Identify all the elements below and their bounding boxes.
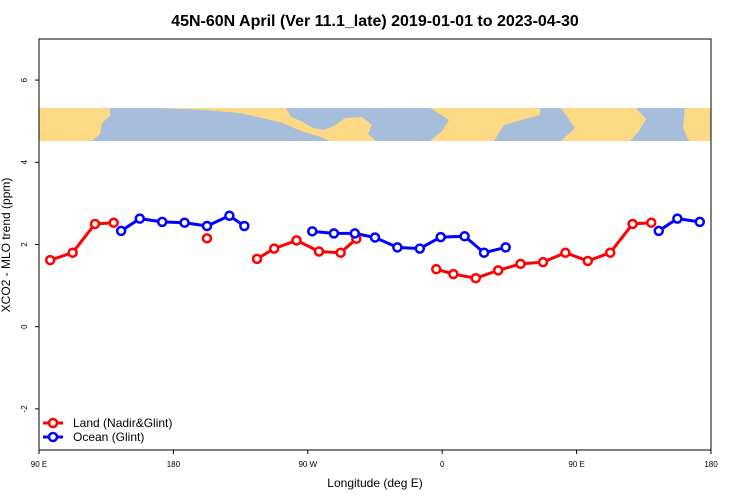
data-point bbox=[335, 247, 346, 258]
data-point bbox=[392, 242, 403, 253]
data-point bbox=[414, 243, 426, 254]
legend: Land (Nadir&Glint) Ocean (Glint) bbox=[43, 416, 172, 444]
legend-label-land: Land (Nadir&Glint) bbox=[73, 416, 172, 430]
legend-label-ocean: Ocean (Glint) bbox=[73, 430, 144, 444]
legend-marker-land bbox=[47, 417, 59, 429]
map-land-shape bbox=[160, 108, 376, 141]
map-land-shape bbox=[561, 108, 646, 141]
data-point bbox=[672, 213, 683, 224]
series-layer bbox=[44, 210, 706, 284]
y-tick-label: 2 bbox=[20, 242, 29, 247]
x-tick-label: 180 bbox=[167, 460, 181, 469]
data-point bbox=[134, 213, 146, 224]
x-tick-label: 90 E bbox=[31, 460, 47, 469]
y-tick-label: -2 bbox=[20, 405, 29, 413]
data-point bbox=[179, 217, 190, 228]
x-tick-label: 180 bbox=[704, 460, 718, 469]
data-point bbox=[67, 247, 78, 258]
data-point bbox=[307, 226, 318, 237]
legend-marker-ocean bbox=[47, 431, 59, 443]
x-tick-label: 90 E bbox=[568, 460, 584, 469]
data-point bbox=[653, 225, 664, 237]
series-line bbox=[312, 229, 507, 255]
data-point bbox=[646, 217, 657, 228]
data-point bbox=[492, 265, 504, 276]
y-tick-label: 6 bbox=[20, 77, 29, 82]
map-strip-land bbox=[39, 108, 711, 141]
data-point bbox=[349, 228, 361, 239]
data-point bbox=[156, 216, 168, 228]
data-point bbox=[115, 225, 127, 237]
data-point bbox=[369, 232, 381, 243]
data-point bbox=[448, 268, 459, 280]
data-point bbox=[44, 254, 56, 266]
map-land-shape bbox=[430, 108, 540, 141]
data-point bbox=[627, 218, 638, 230]
x-tick-label: 90 W bbox=[298, 460, 317, 469]
x-axis-label: Longitude (deg E) bbox=[327, 476, 422, 490]
y-axis-label: XCO2 - MLO trend (ppm) bbox=[0, 178, 13, 313]
data-point bbox=[560, 247, 571, 258]
data-point bbox=[435, 231, 446, 243]
data-point bbox=[201, 233, 213, 244]
data-point bbox=[537, 256, 549, 268]
y-tick-label: 0 bbox=[20, 324, 29, 329]
data-point bbox=[478, 247, 490, 258]
map-strip bbox=[39, 108, 711, 141]
y-tick-label: 4 bbox=[20, 160, 29, 165]
map-land-shape bbox=[683, 108, 711, 141]
data-point bbox=[582, 255, 594, 267]
data-point bbox=[108, 217, 119, 228]
data-point bbox=[268, 243, 280, 254]
data-point bbox=[459, 231, 470, 242]
chart-title: 45N-60N April (Ver 11.1_late) 2019-01-01… bbox=[171, 13, 579, 30]
x-tick-label: 0 bbox=[440, 460, 445, 469]
data-point bbox=[201, 220, 213, 232]
data-point bbox=[313, 246, 325, 257]
data-point bbox=[291, 235, 302, 246]
data-point bbox=[470, 272, 482, 284]
data-point bbox=[251, 253, 263, 265]
map-land-shape bbox=[39, 108, 110, 141]
data-point bbox=[604, 247, 616, 258]
y-axis: -2 0 2 4 6 bbox=[20, 77, 39, 412]
data-point bbox=[224, 210, 235, 221]
series-line bbox=[49, 221, 114, 262]
data-point bbox=[500, 242, 511, 253]
data-point bbox=[328, 228, 340, 239]
data-point bbox=[239, 220, 250, 232]
x-axis: 90 E 180 90 W 0 90 E 180 bbox=[31, 450, 718, 469]
data-point bbox=[430, 263, 442, 275]
data-point bbox=[694, 216, 706, 228]
data-point bbox=[515, 258, 526, 270]
data-point bbox=[89, 218, 101, 230]
